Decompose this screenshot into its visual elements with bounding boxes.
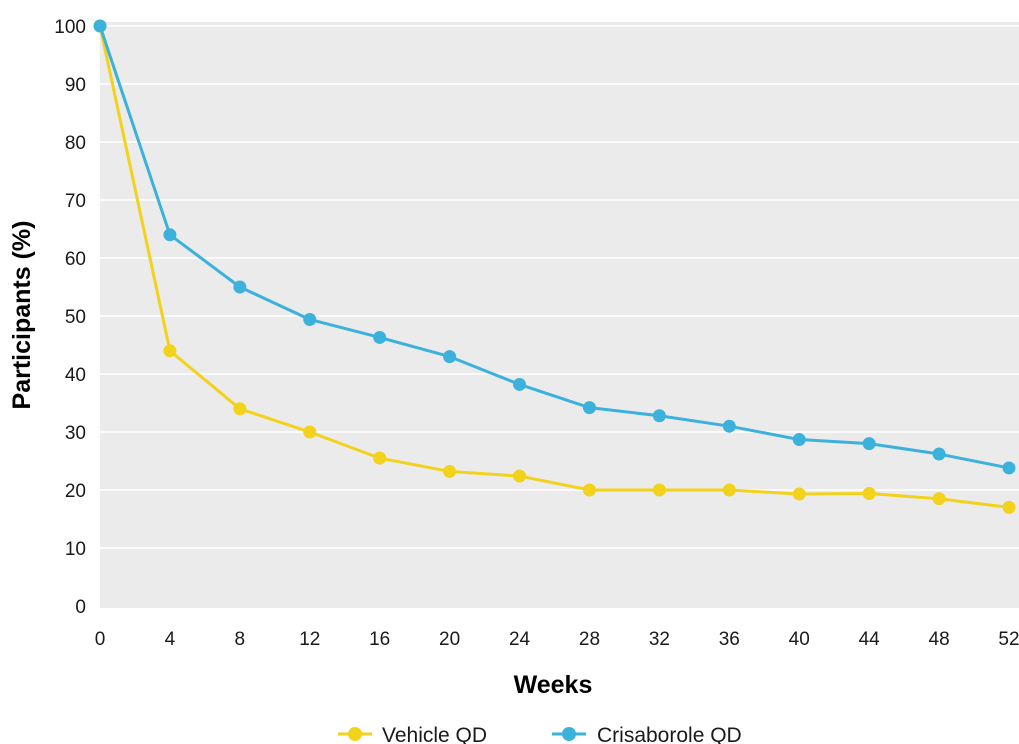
x-tick-label: 44: [859, 629, 881, 650]
data-point-crisaborole: [652, 409, 666, 423]
x-tick-label: 4: [165, 629, 176, 650]
data-point-vehicle: [722, 483, 736, 497]
y-tick-label: 50: [65, 307, 86, 328]
series-line-crisaborole: [98, 25, 1010, 470]
data-point-crisaborole: [792, 433, 806, 447]
data-point-vehicle: [1002, 500, 1016, 514]
y-tick-label: 100: [54, 17, 86, 38]
x-tick-label: 52: [998, 629, 1019, 650]
x-tick-label: 36: [719, 629, 740, 650]
legend-marker-vehicle-dot: [348, 727, 362, 741]
data-point-crisaborole: [932, 447, 946, 461]
data-point-vehicle: [932, 492, 946, 506]
data-point-vehicle: [233, 402, 247, 416]
data-point-vehicle: [373, 451, 387, 465]
data-point-crisaborole: [93, 19, 107, 33]
x-tick-label: 20: [439, 629, 460, 650]
y-tick-label: 30: [65, 423, 86, 444]
data-point-vehicle: [163, 344, 177, 358]
x-tick-label: 24: [509, 629, 531, 650]
data-point-crisaborole: [373, 330, 387, 344]
y-tick-label: 90: [65, 75, 86, 96]
y-tick-label: 60: [65, 249, 86, 270]
data-point-crisaborole: [443, 350, 457, 364]
x-tick-label: 40: [789, 629, 810, 650]
x-tick-label: 48: [929, 629, 950, 650]
data-point-crisaborole: [1002, 461, 1016, 475]
data-point-vehicle: [652, 483, 666, 497]
data-point-vehicle: [513, 469, 527, 483]
legend-label-crisaborole: Crisaborole QD: [597, 724, 742, 744]
y-axis-title: Participants (%): [8, 221, 36, 410]
legend: Vehicle QD Crisaborole QD: [338, 724, 742, 744]
data-point-crisaborole: [233, 280, 247, 294]
legend-marker-crisaborole-dot: [562, 727, 576, 741]
y-tick-label: 40: [65, 365, 86, 386]
y-axis-ticks: 0 10 20 30 40 50 60 70 80 90 100: [54, 17, 86, 618]
data-point-crisaborole: [722, 419, 736, 433]
plot-background: [100, 22, 1019, 608]
y-tick-label: 70: [65, 191, 86, 212]
x-tick-label: 8: [235, 629, 246, 650]
data-point-crisaborole: [303, 312, 317, 326]
x-tick-label: 32: [649, 629, 670, 650]
data-point-crisaborole: [862, 437, 876, 451]
x-tick-label: 16: [369, 629, 390, 650]
data-point-crisaborole: [582, 401, 596, 415]
data-point-vehicle: [862, 486, 876, 500]
legend-label-vehicle: Vehicle QD: [382, 724, 487, 744]
x-axis-ticks: 0 4 8 12 16 20 24 28 32 36 40 44 48 52: [95, 629, 1019, 650]
data-point-vehicle: [443, 464, 457, 478]
y-tick-label: 20: [65, 481, 86, 502]
series-line-vehicle: [98, 25, 1010, 509]
y-tick-label: 0: [75, 597, 86, 618]
gridlines: [100, 25, 1019, 549]
data-point-crisaborole: [163, 228, 177, 242]
y-tick-label: 80: [65, 133, 86, 154]
data-point-crisaborole: [513, 377, 527, 391]
x-tick-label: 12: [299, 629, 320, 650]
data-point-vehicle: [792, 487, 806, 501]
x-tick-label: 28: [579, 629, 600, 650]
x-axis-title: Weeks: [514, 671, 593, 699]
series-layer: [93, 19, 1016, 514]
data-point-vehicle: [582, 483, 596, 497]
y-tick-label: 10: [65, 539, 86, 560]
x-tick-label: 0: [95, 629, 106, 650]
data-point-vehicle: [303, 425, 317, 439]
